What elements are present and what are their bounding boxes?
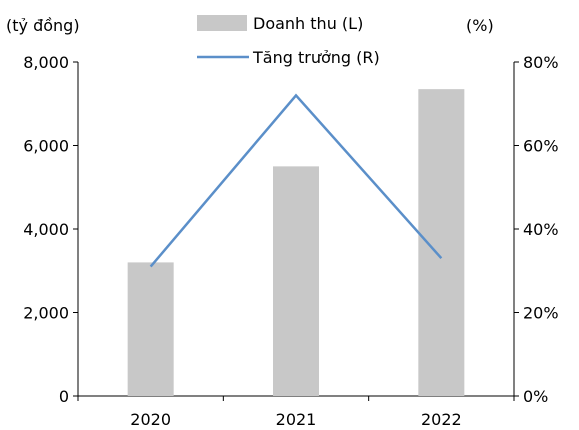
bar-2020 [127, 262, 174, 396]
left-axis-tick-label: 2,000 [23, 304, 69, 323]
right-axis-unit-label: (%) [466, 16, 494, 35]
x-axis-tick-label: 2022 [421, 410, 462, 429]
x-axis-tick-label: 2020 [130, 410, 171, 429]
left-axis-tick-label: 6,000 [23, 137, 69, 156]
right-axis-tick-label: 20% [523, 304, 559, 323]
right-axis-tick-label: 40% [523, 220, 559, 239]
bar-2022 [418, 89, 465, 396]
bars [127, 89, 465, 396]
right-axis-tick-label: 0% [523, 387, 548, 406]
legend-label-growth: Tăng trưởng (R) [252, 48, 380, 67]
legend-label-revenue: Doanh thu (L) [253, 14, 363, 33]
right-axis-tick-label: 60% [523, 137, 559, 156]
legend: Doanh thu (L) Tăng trưởng (R) [197, 14, 380, 67]
x-axis-tick-label: 2021 [276, 410, 317, 429]
left-axis-tick-label: 0 [59, 387, 69, 406]
line-layer [149, 93, 443, 268]
growth-line [149, 93, 443, 268]
right-axis-tick-label: 80% [523, 53, 559, 72]
bar-2021 [273, 166, 319, 396]
left-axis-unit-label: (tỷ đồng) [6, 16, 80, 35]
left-axis-tick-label: 8,000 [23, 53, 69, 72]
left-axis-tick-label: 4,000 [23, 220, 69, 239]
tick-labels: 0 0% 2,000 20% 4,000 40% 6,000 60% 8,000 80% 2020 2… [23, 53, 558, 429]
legend-swatch-revenue [197, 15, 247, 31]
